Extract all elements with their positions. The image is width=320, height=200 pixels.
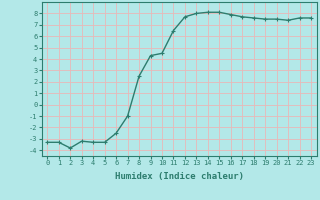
X-axis label: Humidex (Indice chaleur): Humidex (Indice chaleur) xyxy=(115,172,244,181)
